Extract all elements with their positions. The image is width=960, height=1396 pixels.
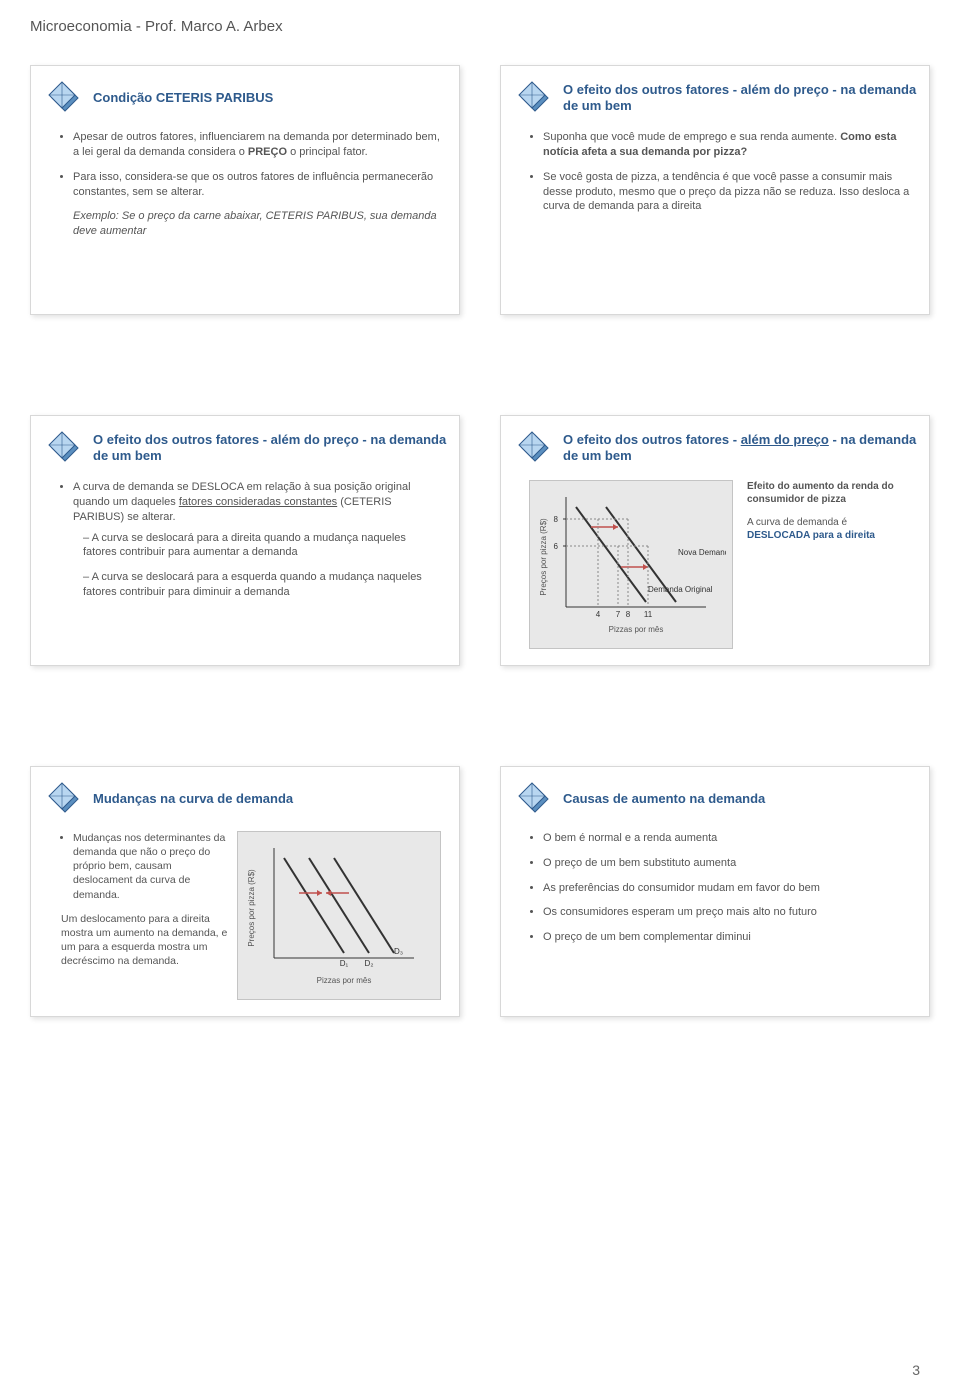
svg-text:4: 4 xyxy=(596,610,601,619)
note-head: Efeito do aumento da renda do consumidor… xyxy=(747,480,911,506)
diamond-icon xyxy=(47,430,83,466)
svg-text:D₁: D₁ xyxy=(340,959,349,968)
svg-text:Demanda Original: Demanda Original xyxy=(648,585,713,594)
note-body: A curva de demanda é DESLOCADA para a di… xyxy=(747,516,911,542)
bullet: O bem é normal e a renda aumenta xyxy=(543,831,911,846)
page-header: Microeconomia - Prof. Marco A. Arbex xyxy=(30,18,930,35)
text: Suponha que você mude de emprego e sua r… xyxy=(543,131,840,143)
svg-text:6: 6 xyxy=(554,542,559,551)
bullet: O preço de um bem substituto aumenta xyxy=(543,856,911,871)
svg-text:D₂: D₂ xyxy=(365,959,374,968)
slide-ceteris-paribus: Condição CETERIS PARIBUS Apesar de outro… xyxy=(30,65,460,315)
text: O efeito dos outros fatores - xyxy=(563,432,741,447)
slide-effect-example: O efeito dos outros fatores - além do pr… xyxy=(500,65,930,315)
page-number: 3 xyxy=(912,1362,920,1378)
slide-body: A curva de demanda se DESLOCA em relação… xyxy=(41,480,449,600)
text-underline: fatores consideradas constantes xyxy=(179,496,337,508)
diamond-icon xyxy=(47,781,83,817)
slide-body: Suponha que você mude de emprego e sua r… xyxy=(511,130,919,214)
slide-title: O efeito dos outros fatores - além do pr… xyxy=(563,82,919,115)
bullet: O preço de um bem complementar diminui xyxy=(543,930,911,945)
bullet: Apesar de outros fatores, influenciarem … xyxy=(73,130,441,160)
chart-column: 8 6 xyxy=(529,480,733,649)
bullet: Os consumidores esperam um preço mais al… xyxy=(543,905,911,920)
text-column: Mudanças nos determinantes da demanda qu… xyxy=(59,831,229,1000)
slide-title: O efeito dos outros fatores - além do pr… xyxy=(563,432,919,465)
sub-bullet: A curva se deslocará para a esquerda qua… xyxy=(83,570,441,600)
bullet: A curva de demanda se DESLOCA em relação… xyxy=(73,480,441,600)
paragraph: Um deslocamento para a direita mostra um… xyxy=(61,912,229,969)
svg-text:Pizzas por mês: Pizzas por mês xyxy=(609,625,664,634)
diamond-icon xyxy=(47,80,83,116)
bullet: Para isso, considera-se que os outros fa… xyxy=(73,170,441,200)
demand-shift-chart: 8 6 xyxy=(529,480,733,649)
slide-curve-shift-chart: O efeito dos outros fatores - além do pr… xyxy=(500,415,930,666)
text: o principal fator. xyxy=(287,146,368,158)
text-highlight: DESLOCADA para a direita xyxy=(747,530,875,541)
svg-text:8: 8 xyxy=(626,610,631,619)
slide-title: Condição CETERIS PARIBUS xyxy=(93,90,273,106)
slide-title: O efeito dos outros fatores - além do pr… xyxy=(93,432,449,465)
svg-text:8: 8 xyxy=(554,515,559,524)
svg-text:D₃: D₃ xyxy=(394,947,403,956)
side-note: Efeito do aumento da renda do consumidor… xyxy=(741,480,911,649)
slide-curve-shift-text: O efeito dos outros fatores - além do pr… xyxy=(30,415,460,666)
slide-body: O bem é normal e a renda aumenta O preço… xyxy=(511,831,919,945)
svg-text:11: 11 xyxy=(644,610,653,619)
sub-bullet: A curva se deslocará para a direita quan… xyxy=(83,531,441,561)
slides-grid: Condição CETERIS PARIBUS Apesar de outro… xyxy=(30,65,930,1017)
text: A curva de demanda é xyxy=(747,517,847,528)
svg-text:7: 7 xyxy=(616,610,621,619)
diamond-icon xyxy=(517,80,553,116)
svg-text:Nova Demanda: Nova Demanda xyxy=(678,548,726,557)
slide-body: Apesar de outros fatores, influenciarem … xyxy=(41,130,449,239)
slide-body: 8 6 xyxy=(511,480,919,649)
bullet: As preferências do consumidor mudam em f… xyxy=(543,881,911,896)
slide-title: Mudanças na curva de demanda xyxy=(93,791,293,807)
slide-title: Causas de aumento na demanda xyxy=(563,791,765,807)
chart-column: D₁ D₂ D₃ Preços por pizza (R$) Pizzas po… xyxy=(237,831,441,1000)
bullet: Mudanças nos determinantes da demanda qu… xyxy=(73,831,229,902)
text-underline: além do preço xyxy=(741,432,829,447)
bullet: Suponha que você mude de emprego e sua r… xyxy=(543,130,911,160)
bullet: Se você gosta de pizza, a tendência é qu… xyxy=(543,170,911,215)
example-text: Exemplo: Se o preço da carne abaixar, CE… xyxy=(73,209,441,239)
text-bold: PREÇO xyxy=(248,146,287,158)
diamond-icon xyxy=(517,781,553,817)
svg-text:Preços por pizza (R$): Preços por pizza (R$) xyxy=(247,869,256,947)
slide-demand-changes: Mudanças na curva de demanda Mudanças no… xyxy=(30,766,460,1017)
slide-causes-increase: Causas de aumento na demanda O bem é nor… xyxy=(500,766,930,1017)
three-curves-chart: D₁ D₂ D₃ Preços por pizza (R$) Pizzas po… xyxy=(237,831,441,1000)
diamond-icon xyxy=(517,430,553,466)
slide-body: Mudanças nos determinantes da demanda qu… xyxy=(41,831,449,1000)
svg-text:Pizzas por mês: Pizzas por mês xyxy=(317,976,372,985)
svg-text:Preços por pizza (R$): Preços por pizza (R$) xyxy=(539,518,548,596)
